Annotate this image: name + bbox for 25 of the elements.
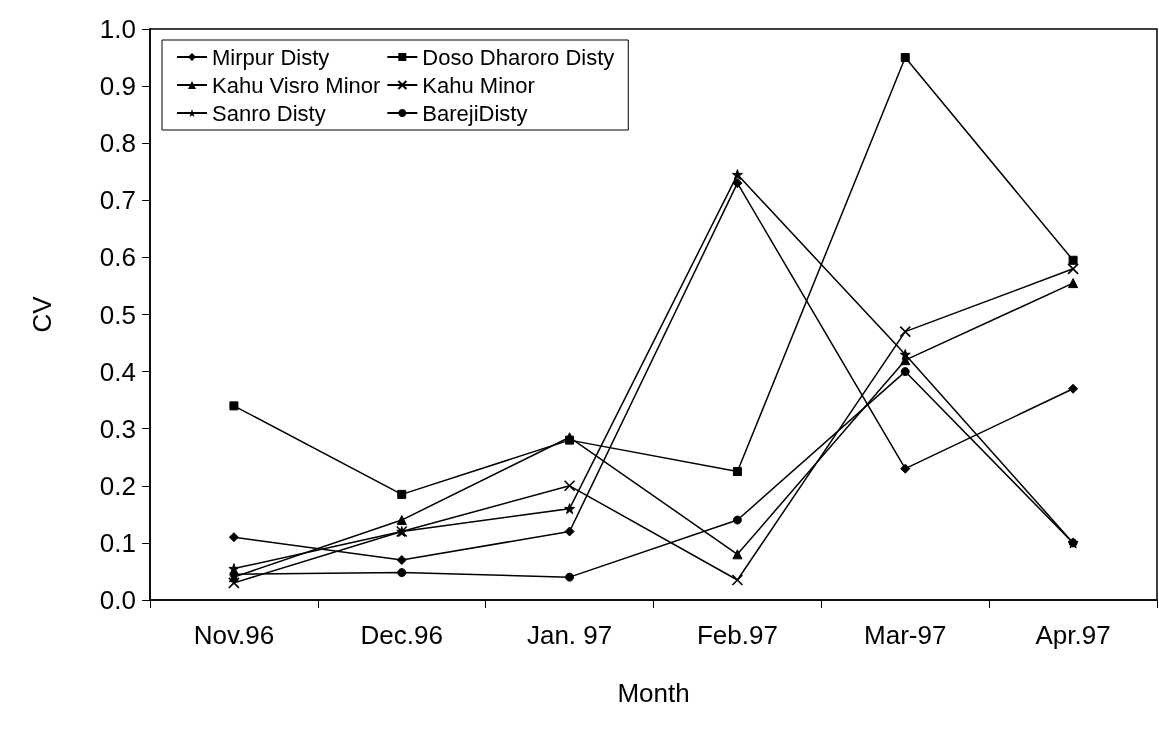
x-tick-label: Nov.96 [193, 620, 275, 650]
y-tick-label: 1.0 [99, 14, 136, 44]
legend-label: Doso Dharoro Disty [422, 44, 615, 70]
y-tick-label: 0.2 [99, 470, 136, 501]
y-axis-title: CV [27, 295, 57, 333]
x-tick-label: Dec.96 [360, 620, 443, 650]
x-axis-title: Month [617, 678, 690, 708]
x-tick-label: Apr.97 [1035, 620, 1111, 650]
legend-label: Kahu Visro Minor [212, 72, 381, 98]
y-tick-label: 0.0 [99, 585, 136, 615]
y-tick-label: 0.3 [99, 413, 136, 444]
x-tick-label: Mar-97 [864, 620, 947, 650]
legend-label: Sanro Disty [212, 100, 326, 126]
legend-label: Kahu Minor [422, 72, 535, 98]
legend-label: BarejiDisty [422, 100, 528, 126]
y-tick-label: 0.5 [99, 299, 136, 330]
y-tick-label: 0.1 [99, 527, 136, 558]
legend-label: Mirpur Disty [212, 44, 330, 70]
x-tick-label: Feb.97 [696, 620, 778, 650]
x-tick-label: Jan. 97 [526, 620, 613, 650]
y-tick-label: 0.9 [99, 71, 136, 102]
y-tick-label: 0.8 [99, 128, 136, 159]
y-tick-label: 0.4 [99, 356, 136, 387]
y-tick-label: 0.7 [99, 185, 136, 216]
y-tick-label: 0.6 [99, 242, 136, 273]
